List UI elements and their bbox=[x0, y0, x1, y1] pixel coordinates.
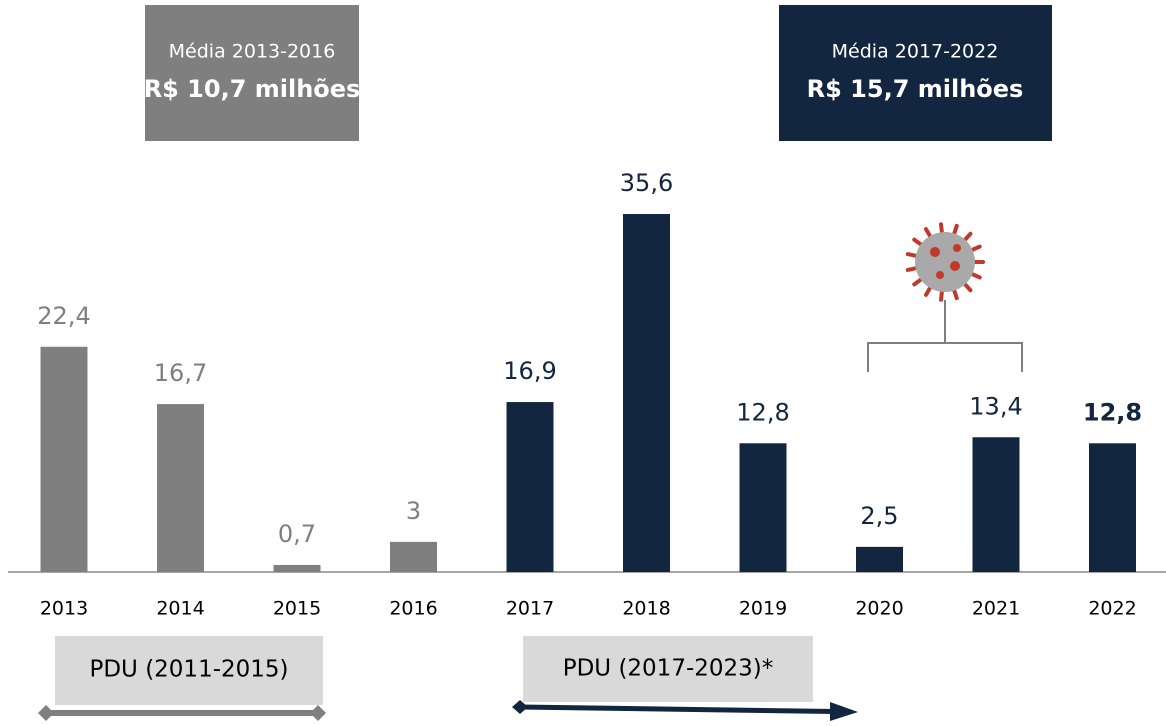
average-box bbox=[145, 5, 359, 141]
average-value: R$ 15,7 milhões bbox=[807, 75, 1024, 103]
bar bbox=[157, 404, 204, 572]
x-tick-label: 2014 bbox=[156, 598, 204, 620]
bar bbox=[856, 546, 903, 572]
value-label: 2,5 bbox=[860, 502, 898, 530]
average-period: Média 2013-2016 bbox=[169, 41, 336, 63]
x-tick-label: 2021 bbox=[972, 598, 1020, 620]
value-label: 22,4 bbox=[37, 302, 90, 330]
average-period: Média 2017-2022 bbox=[832, 41, 999, 63]
value-label: 13,4 bbox=[969, 392, 1022, 420]
plan-label: PDU (2011-2015) bbox=[89, 657, 288, 683]
covid-bracket bbox=[867, 300, 1023, 372]
value-label: 16,9 bbox=[503, 357, 556, 385]
bar bbox=[506, 402, 554, 572]
value-label: 35,6 bbox=[620, 169, 673, 197]
average-box bbox=[779, 5, 1052, 141]
bar bbox=[40, 346, 88, 572]
x-tick-label: 2019 bbox=[739, 598, 787, 620]
bar bbox=[972, 437, 1020, 572]
value-label: 3 bbox=[406, 497, 421, 525]
bar bbox=[623, 214, 670, 572]
x-tick-label: 2022 bbox=[1088, 598, 1136, 620]
bar bbox=[273, 564, 321, 572]
virus-icon bbox=[905, 222, 985, 302]
x-tick-label: 2017 bbox=[506, 598, 554, 620]
plan-range bbox=[512, 700, 858, 721]
value-label: 16,7 bbox=[154, 359, 207, 387]
value-label: 12,8 bbox=[1083, 398, 1142, 426]
plan-box bbox=[55, 636, 323, 705]
x-tick-label: 2015 bbox=[273, 598, 321, 620]
x-tick-label: 2020 bbox=[855, 598, 903, 620]
bar bbox=[390, 541, 437, 572]
value-label: 0,7 bbox=[278, 520, 316, 548]
value-labels: 22,4 16,7 0,7 3 16,9 35,6 12,8 2,5 13,4 12,8 bbox=[37, 169, 1142, 548]
plan-label: PDU (2017-2023)* bbox=[563, 656, 774, 682]
plan-box bbox=[523, 636, 813, 702]
plan-range bbox=[38, 705, 326, 721]
bar bbox=[739, 443, 787, 572]
bar bbox=[1089, 443, 1136, 572]
x-tick-label: 2013 bbox=[40, 598, 88, 620]
x-tick-label: 2018 bbox=[622, 598, 670, 620]
value-label: 12,8 bbox=[736, 398, 789, 426]
average-value: R$ 10,7 milhões bbox=[144, 75, 361, 103]
x-tick-label: 2016 bbox=[389, 598, 437, 620]
